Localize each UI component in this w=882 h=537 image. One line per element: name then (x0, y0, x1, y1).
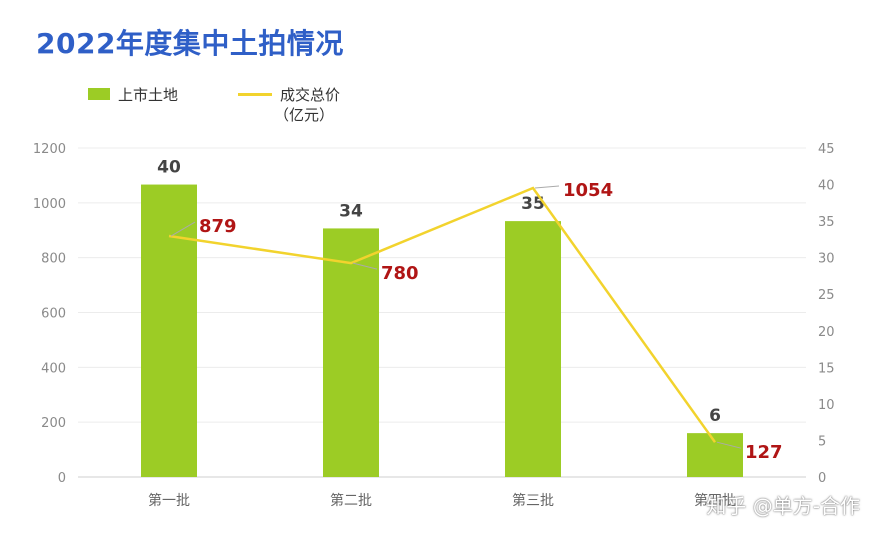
bar (323, 228, 379, 477)
bar-value-label: 34 (339, 201, 363, 221)
line-value-label: 879 (199, 216, 237, 237)
category-label: 第二批 (330, 492, 372, 509)
right-axis-tick-label: 35 (818, 215, 835, 230)
bar-value-label: 6 (709, 406, 721, 426)
right-axis-tick-label: 40 (818, 179, 835, 194)
chart-title: 2022年度集中土拍情况 (36, 27, 344, 60)
line-value-label: 127 (745, 442, 783, 463)
legend-line-label: 成交总价 (280, 86, 341, 104)
category-label: 第三批 (512, 492, 554, 509)
line-value-label: 1054 (563, 180, 613, 201)
right-axis-tick-label: 30 (818, 252, 835, 267)
bar (687, 433, 743, 477)
legend-bar-label: 上市土地 (118, 86, 179, 104)
line-label-leader (352, 262, 378, 270)
watermark: 知乎 @单方-合作 (706, 494, 860, 518)
category-label: 第一批 (148, 492, 190, 509)
legend-swatch-bar (88, 88, 110, 100)
left-axis-tick-label: 200 (41, 416, 66, 431)
right-axis-tick-label: 0 (818, 471, 826, 486)
right-axis-tick-label: 10 (818, 398, 835, 413)
bar (141, 184, 197, 478)
right-axis-tick-label: 20 (818, 325, 835, 340)
line-label-leader (716, 441, 742, 449)
bar-value-label: 40 (157, 158, 181, 178)
bar (505, 221, 561, 477)
line-label-leader (170, 221, 196, 237)
left-axis-tick-label: 400 (41, 361, 66, 376)
line-series (168, 186, 717, 443)
right-axis-tick-label: 15 (818, 361, 835, 376)
bar-value-label: 35 (521, 194, 545, 214)
legend-swatch-line (238, 93, 272, 96)
left-axis-tick-label: 1200 (33, 142, 66, 157)
line-label-leader (534, 185, 560, 189)
left-axis-tick-label: 600 (41, 307, 66, 322)
right-axis-tick-label: 45 (818, 142, 835, 157)
right-axis-tick-label: 25 (818, 288, 835, 303)
left-axis-tick-label: 800 (41, 252, 66, 267)
right-axis-tick-label: 5 (818, 434, 826, 449)
left-axis-tick-label: 0 (58, 471, 66, 486)
legend-line-unit: （亿元） (274, 106, 335, 124)
left-axis-tick-label: 1000 (33, 197, 66, 212)
line-value-label: 780 (381, 263, 419, 284)
category-label: 第四批 (694, 492, 736, 509)
